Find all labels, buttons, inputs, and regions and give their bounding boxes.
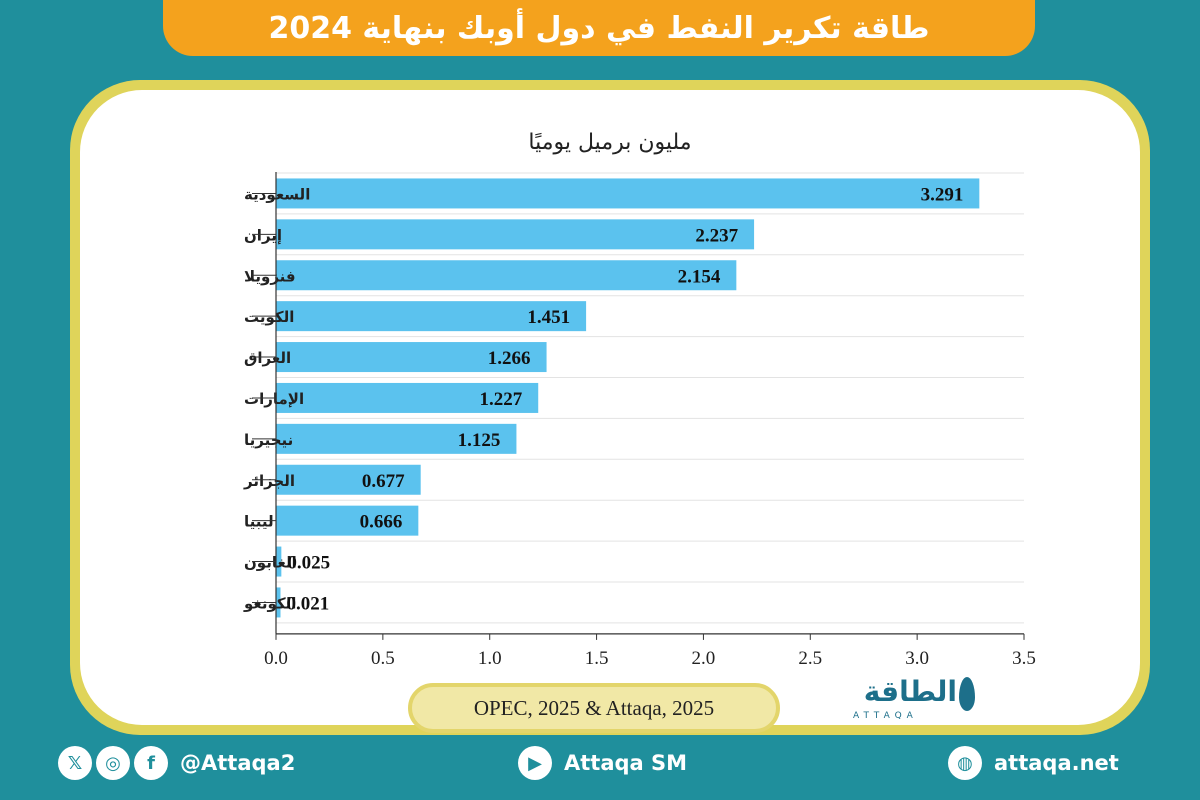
source-pill: OPEC, 2025 & Attaqa, 2025: [408, 683, 780, 733]
footer-website: ◍ attaqa.net: [948, 742, 1119, 784]
value-label-3: 1.451: [527, 307, 570, 328]
category-label-3: الكويت: [244, 308, 294, 326]
x-icon[interactable]: 𝕏: [58, 746, 92, 780]
x-tick-label-7: 3.5: [1012, 648, 1036, 669]
value-label-2: 2.154: [678, 266, 721, 287]
bar-5: [276, 382, 539, 413]
category-label-10: الكونغو: [243, 594, 296, 612]
bar-chart: السعودية 3.291 إيران 2.237 فنزويلا 2.154 الكوي…: [243, 172, 1036, 669]
source-text: OPEC, 2025 & Attaqa, 2025: [473, 695, 715, 720]
bar-4: [276, 342, 547, 373]
category-label-4: العراق: [244, 349, 291, 367]
value-label-1: 2.237: [695, 225, 738, 246]
bar-10: [276, 587, 281, 618]
category-label-9: الغابون: [244, 554, 297, 572]
page-title: طاقة تكرير النفط في دول أوبك بنهاية 2024: [268, 10, 930, 46]
instagram-icon[interactable]: ◎: [96, 746, 130, 780]
bar-7: [276, 464, 421, 495]
x-tick-label-1: 0.5: [371, 648, 395, 669]
bar-3: [276, 301, 587, 332]
logo-arabic: الطاقة: [863, 675, 957, 708]
value-label-7: 0.677: [362, 471, 405, 492]
bar-6: [276, 423, 517, 454]
website-link[interactable]: attaqa.net: [994, 751, 1119, 775]
x-tick-label-6: 3.0: [905, 648, 929, 669]
x-tick-label-5: 2.5: [798, 648, 822, 669]
x-tick-label-3: 1.5: [585, 648, 609, 669]
value-label-4: 1.266: [488, 348, 531, 369]
footer-youtube: ▶ Attaqa SM: [518, 742, 687, 784]
bar-0: [276, 178, 980, 209]
youtube-icon[interactable]: ▶: [518, 746, 552, 780]
social-handle[interactable]: @Attaqa2: [180, 751, 296, 775]
category-label-6: نيجيريا: [244, 431, 293, 449]
category-label-7: الجزائر: [243, 472, 295, 490]
value-label-8: 0.666: [360, 512, 403, 533]
unit-label: مليون برميل يوميًا: [528, 130, 692, 155]
bar-8: [276, 505, 419, 536]
globe-icon[interactable]: ◍: [948, 746, 982, 780]
value-label-0: 3.291: [921, 184, 964, 205]
logo-english: ATTAQA: [853, 711, 918, 721]
drop-icon: [959, 677, 975, 711]
value-label-9: 0.025: [287, 553, 330, 574]
bar-1: [276, 219, 755, 250]
x-tick-label-4: 2.0: [692, 648, 716, 669]
category-label-8: ليبيا: [244, 513, 274, 531]
bar-2: [276, 260, 737, 291]
chart-card: مليون برميل يوميًا السعودية 3.291 إيران 2.2…: [80, 90, 1140, 725]
value-label-10: 0.021: [286, 593, 329, 614]
value-label-5: 1.227: [479, 389, 522, 410]
category-label-1: إيران: [244, 226, 282, 244]
x-tick-label-2: 1.0: [478, 648, 502, 669]
category-label-0: السعودية: [244, 185, 310, 203]
title-banner: طاقة تكرير النفط في دول أوبك بنهاية 2024: [163, 0, 1035, 56]
footer-social: 𝕏 ◎ f @Attaqa2: [58, 742, 295, 784]
attaqa-logo: الطاقة ATTAQA: [845, 675, 975, 725]
bar-9: [276, 546, 282, 577]
x-tick-label-0: 0.0: [264, 648, 288, 669]
youtube-handle[interactable]: Attaqa SM: [564, 751, 688, 775]
category-label-2: فنزويلا: [244, 267, 296, 285]
value-label-6: 1.125: [458, 430, 501, 451]
category-label-5: الإمارات: [244, 390, 304, 408]
facebook-icon[interactable]: f: [134, 746, 168, 780]
